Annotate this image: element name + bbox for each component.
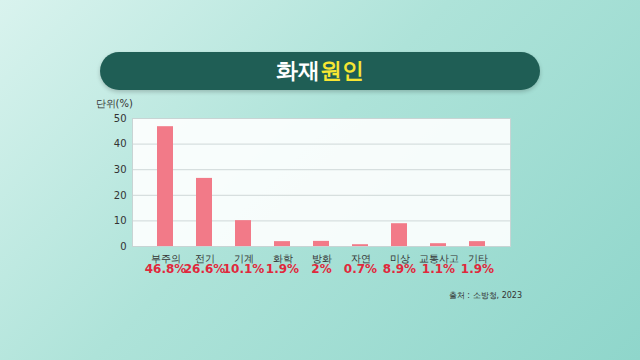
svg-text:40: 40 [114,138,127,149]
svg-text:26.6%: 26.6% [184,262,226,276]
svg-text:전기: 전기 [194,252,215,264]
svg-text:교통사고: 교통사고 [418,252,459,264]
svg-text:화학: 화학 [272,252,293,264]
svg-text:기타: 기타 [467,252,488,264]
svg-text:1.9%: 1.9% [461,262,494,276]
svg-text:0.7%: 0.7% [344,262,377,276]
html-text:화재원인: 화재원인 [276,58,364,83]
svg-text:자연: 자연 [350,252,371,264]
svg-text:1.1%: 1.1% [422,262,455,276]
svg-text:기계: 기계 [233,252,254,264]
svg-text:46.8%: 46.8% [145,262,187,276]
svg-text:방화: 방화 [311,252,332,264]
svg-text:부주의: 부주의 [150,252,181,264]
svg-text:10: 10 [114,215,127,226]
svg-text:1.9%: 1.9% [266,262,299,276]
svg-text:미상: 미상 [389,252,410,264]
svg-text:8.9%: 8.9% [383,262,416,276]
svg-text:30: 30 [114,164,127,175]
svg-text:단위(%): 단위(%) [96,98,133,109]
svg-text:20: 20 [114,190,127,201]
html-text:출처 : 소방청, 2023: 출처 : 소방청, 2023 [448,291,522,300]
svg-text:50: 50 [114,113,127,124]
svg-text:0: 0 [120,241,126,252]
svg-text:10.1%: 10.1% [223,262,265,276]
svg-text:2%: 2% [311,262,331,276]
